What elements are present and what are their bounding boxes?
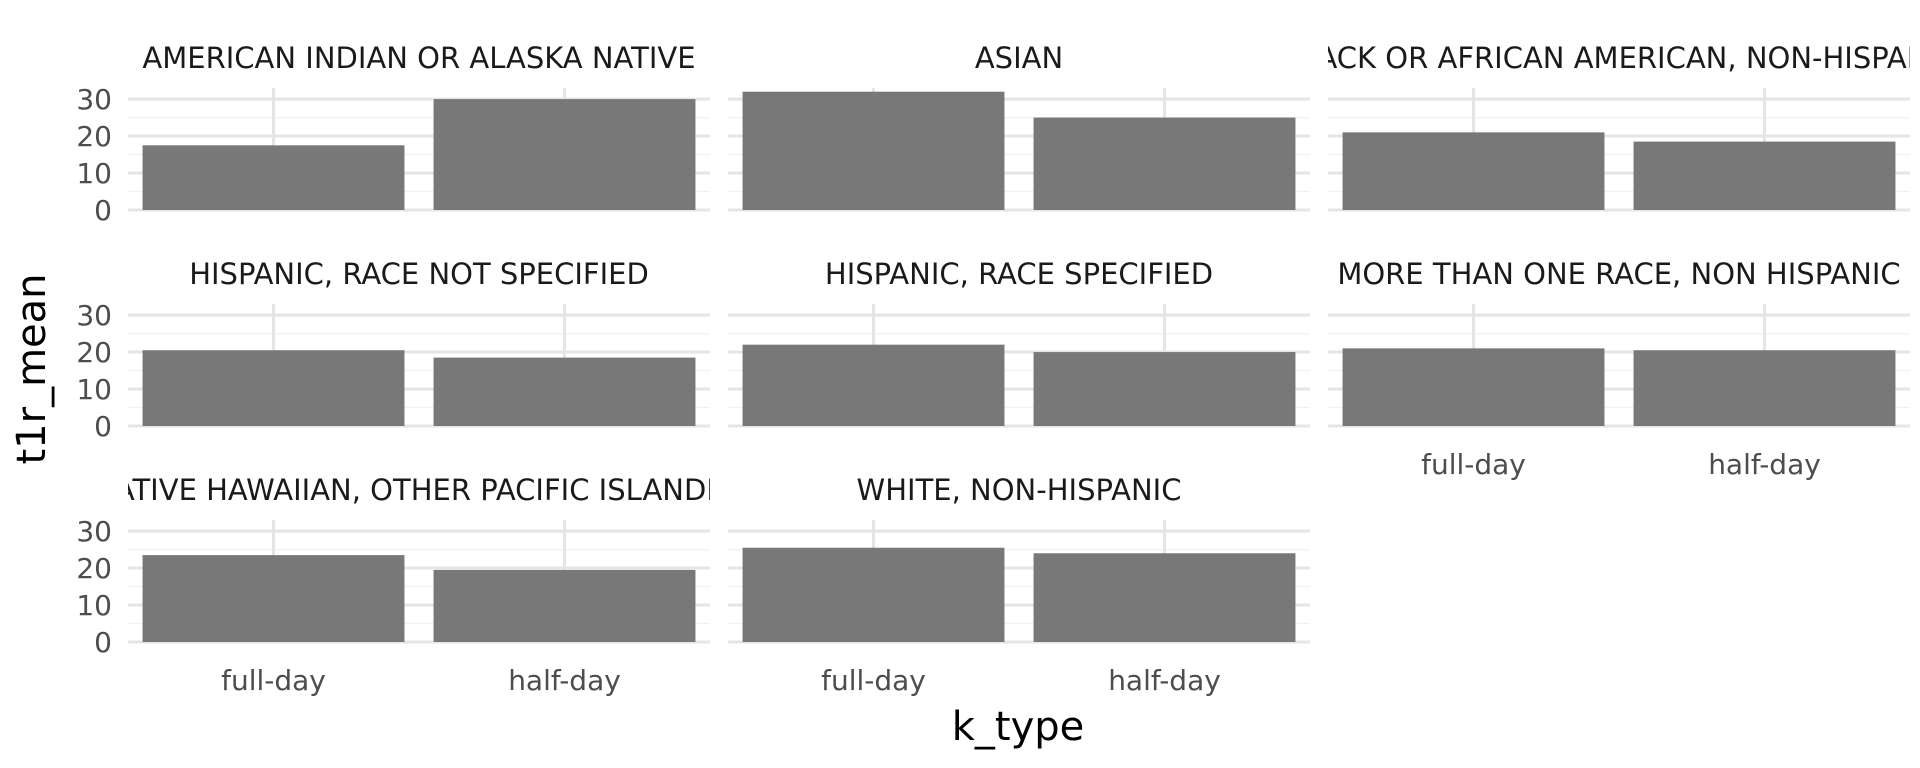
bar	[1342, 132, 1605, 210]
x-tick-label: full-day	[221, 664, 326, 697]
facet-panel: 0 10 20 30 AMERICAN INDIAN OR ALASKA NATIVE	[76, 41, 710, 227]
bar	[433, 569, 696, 642]
x-tick-label: half-day	[1108, 664, 1221, 697]
facet-panel: 0 10 20 30 full-day half-day NATIVE HAWAIIAN, …	[76, 473, 745, 697]
bar	[142, 145, 405, 210]
bar	[742, 91, 1005, 210]
bar	[142, 555, 405, 642]
facet-strip-title: HISPANIC, RACE SPECIFIED	[825, 257, 1213, 291]
x-tick-label: full-day	[821, 664, 926, 697]
bar	[1033, 117, 1296, 210]
x-tick-label: half-day	[1708, 448, 1821, 481]
y-tick-label: 20	[76, 120, 112, 153]
x-tick-label: half-day	[508, 664, 621, 697]
y-tick-label: 30	[76, 83, 112, 116]
bar	[1633, 350, 1896, 426]
facet-panel: full-day half-day MORE THAN ONE RACE, NON …	[1328, 257, 1910, 481]
facet-panel: ASIAN	[728, 41, 1310, 212]
facet-panel: HISPANIC, RACE SPECIFIED	[728, 257, 1310, 428]
y-tick-label: 10	[76, 157, 112, 190]
y-tick-label: 20	[76, 552, 112, 585]
facet-strip-title: MORE THAN ONE RACE, NON HISPANIC	[1337, 257, 1900, 291]
y-tick-label: 0	[94, 410, 112, 443]
bar	[742, 547, 1005, 642]
bar	[1342, 348, 1605, 426]
facet-strip-title: NATIVE HAWAIIAN, OTHER PACIFIC ISLANDER	[93, 473, 745, 507]
y-tick-label: 10	[76, 373, 112, 406]
facet-panel: full-day half-day WHITE, NON-HISPANIC	[728, 473, 1310, 697]
facet-strip-title: WHITE, NON-HISPANIC	[857, 473, 1182, 507]
facet-strip-title: AMERICAN INDIAN OR ALASKA NATIVE	[142, 41, 695, 75]
bar	[1633, 141, 1896, 210]
bar	[742, 344, 1005, 426]
facet-strip-title: HISPANIC, RACE NOT SPECIFIED	[189, 257, 649, 291]
y-tick-label: 0	[94, 194, 112, 227]
y-tick-label: 20	[76, 336, 112, 369]
facet-strip-title: BLACK OR AFRICAN AMERICAN, NON-HISPANIC	[1281, 41, 1920, 75]
x-tick-label: full-day	[1421, 448, 1526, 481]
bar	[1033, 352, 1296, 426]
y-tick-label: 0	[94, 626, 112, 659]
x-axis-title: k_type	[952, 704, 1085, 750]
facet-panel: 0 10 20 30 HISPANIC, RACE NOT SPECIFIED	[76, 257, 710, 443]
facet-strip-title: ASIAN	[975, 41, 1063, 75]
bar	[433, 357, 696, 426]
y-axis-title: t1r_mean	[9, 273, 55, 464]
bar	[433, 99, 696, 210]
bar	[1033, 553, 1296, 642]
y-tick-label: 30	[76, 299, 112, 332]
facet-panel: BLACK OR AFRICAN AMERICAN, NON-HISPANIC	[1281, 41, 1920, 212]
y-tick-label: 30	[76, 515, 112, 548]
y-tick-label: 10	[76, 589, 112, 622]
bar	[142, 350, 405, 426]
